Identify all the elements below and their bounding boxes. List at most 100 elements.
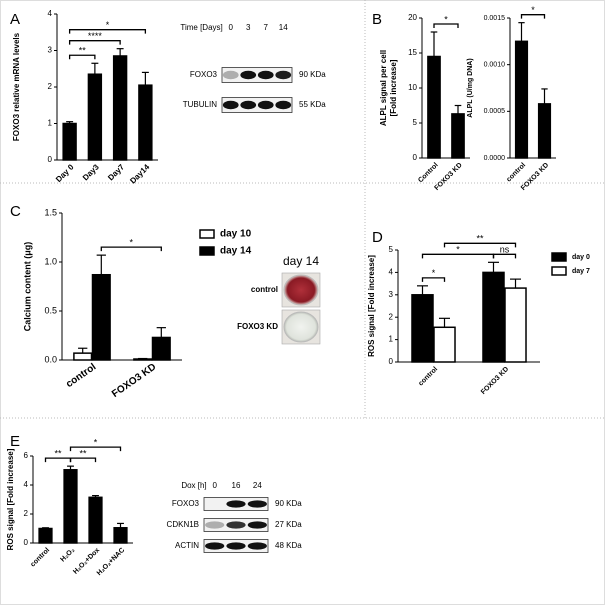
- y-tick-label: 1: [389, 335, 394, 344]
- blot-band: [275, 100, 292, 110]
- blot-lane-label: 24: [253, 481, 262, 490]
- photo-title: day 14: [283, 254, 319, 268]
- bar: [537, 103, 552, 159]
- y-tick-label: 0: [413, 153, 418, 162]
- y-tick-label: 4: [48, 9, 53, 18]
- blot-lane-label: 16: [232, 481, 241, 490]
- photo-label: control: [251, 285, 278, 294]
- significance-bracket: [68, 29, 147, 34]
- significance-bracket: [520, 14, 546, 19]
- y-tick-label: 4: [24, 480, 29, 489]
- y-tick-label: 2: [389, 312, 394, 321]
- blot-band: [222, 70, 239, 80]
- legend-label: day 7: [572, 268, 590, 275]
- y-tick-label: 1.0: [44, 256, 57, 266]
- y-tick-label: 0.0005: [484, 108, 506, 115]
- significance-label: *: [444, 14, 448, 24]
- blot-band: [240, 100, 257, 110]
- blot-row-label: TUBULIN: [183, 100, 217, 109]
- y-tick-label: 2: [48, 82, 53, 91]
- y-tick-label: 0.0000: [484, 155, 506, 162]
- blot-size-label: 90 KDa: [275, 499, 302, 508]
- y-tick-label: 6: [24, 451, 29, 460]
- blot-header: Time [Days]: [180, 23, 222, 32]
- bar: [73, 352, 93, 361]
- blot-row-label: ACTIN: [175, 541, 199, 550]
- bar: [433, 326, 456, 363]
- blot-row-label: FOXO3: [172, 499, 200, 508]
- blot-band: [226, 521, 246, 529]
- blot-band: [222, 100, 239, 110]
- significance-bracket: [421, 253, 495, 259]
- blot-size-label: 27 KDa: [275, 520, 302, 529]
- legend-label: day 0: [572, 254, 590, 261]
- blot-band: [247, 521, 267, 529]
- bar: [88, 496, 103, 544]
- significance-bracket: [421, 277, 446, 282]
- blot-size-label: 55 KDa: [299, 100, 326, 109]
- significance-label: *: [106, 20, 110, 30]
- y-tick-label: 0: [389, 357, 394, 366]
- significance-bracket: [100, 246, 162, 252]
- significance-bracket: [68, 40, 121, 45]
- y-tick-label: 0.5: [44, 305, 57, 315]
- y-tick-label: 4: [389, 268, 394, 277]
- blot-strip: [221, 97, 293, 113]
- blot-strip: [221, 67, 293, 83]
- significance-label: **: [79, 46, 87, 56]
- significance-label: **: [476, 234, 484, 244]
- blot-band: [275, 70, 292, 80]
- bar: [514, 40, 529, 159]
- blot-band: [247, 542, 267, 550]
- blot-band: [257, 70, 274, 80]
- blot-band: [226, 542, 246, 550]
- significance-label: ns: [500, 245, 510, 255]
- significance-bracket: [68, 54, 96, 60]
- significance-bracket: [443, 242, 517, 248]
- legend-swatch: [199, 246, 215, 256]
- dish: [283, 311, 319, 343]
- y-tick-label: 2: [24, 509, 29, 518]
- panel-label: B: [372, 11, 382, 28]
- blot-band: [240, 70, 257, 80]
- blot-band: [205, 542, 225, 550]
- blot-lane-label: 14: [279, 23, 288, 32]
- legend-label: day 14: [220, 246, 252, 257]
- y-axis-label: ALPL (U/mg DNA): [467, 58, 474, 117]
- bar: [113, 527, 128, 544]
- bar: [62, 122, 77, 161]
- y-tick-label: 10: [408, 83, 417, 92]
- blot-row-label: FOXO3: [190, 70, 218, 79]
- dish: [283, 274, 319, 306]
- significance-bracket: [433, 23, 459, 28]
- bar: [411, 294, 434, 363]
- significance-label: *: [94, 438, 98, 448]
- y-axis-label: ROS signal [Fold increase]: [6, 448, 15, 550]
- bar: [427, 55, 441, 159]
- panel-label: C: [10, 203, 21, 220]
- significance-label: **: [54, 449, 62, 459]
- blot-band: [247, 500, 267, 508]
- significance-bracket: [69, 457, 97, 463]
- bar: [133, 358, 153, 361]
- y-axis-label: Calcium content (μg): [22, 242, 32, 332]
- bar: [38, 527, 53, 544]
- bar: [482, 271, 505, 363]
- significance-label: *: [432, 268, 436, 278]
- y-tick-label: 0.0010: [484, 62, 506, 69]
- y-tick-label: 0: [48, 155, 53, 164]
- panel-label: A: [10, 11, 20, 28]
- significance-label: **: [79, 449, 87, 459]
- bar: [504, 287, 527, 363]
- y-axis-label: FOXO3 relative mRNA levels: [12, 32, 21, 141]
- legend-swatch: [199, 229, 215, 239]
- legend-label: day 10: [220, 229, 252, 240]
- y-tick-label: 1.5: [44, 207, 57, 217]
- blot-row-label: CDKN1B: [167, 520, 199, 529]
- significance-label: *: [130, 238, 134, 248]
- blot-header: Dox [h]: [181, 481, 206, 490]
- bar: [138, 84, 153, 161]
- y-axis-label: [Fold increase]: [389, 59, 398, 116]
- y-tick-label: 3: [389, 290, 394, 299]
